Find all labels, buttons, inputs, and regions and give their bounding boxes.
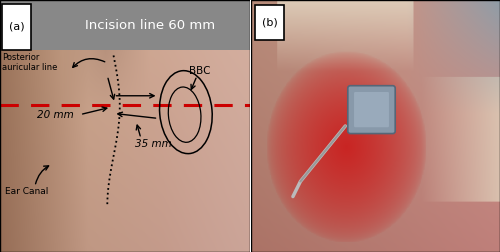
- Text: 20 mm: 20 mm: [38, 110, 74, 120]
- Text: Posterior
auricular line: Posterior auricular line: [2, 53, 58, 72]
- Text: (b): (b): [262, 18, 278, 28]
- Text: Incision line 60 mm: Incision line 60 mm: [84, 19, 215, 32]
- Text: Ear Canal: Ear Canal: [5, 187, 49, 196]
- Text: (a): (a): [9, 21, 25, 32]
- Text: BBC: BBC: [189, 66, 210, 76]
- Bar: [2, 4, 31, 50]
- Bar: [0, 0, 250, 50]
- Text: 35 mm: 35 mm: [134, 139, 172, 149]
- Bar: [256, 5, 284, 40]
- FancyBboxPatch shape: [354, 92, 389, 127]
- FancyBboxPatch shape: [348, 86, 395, 134]
